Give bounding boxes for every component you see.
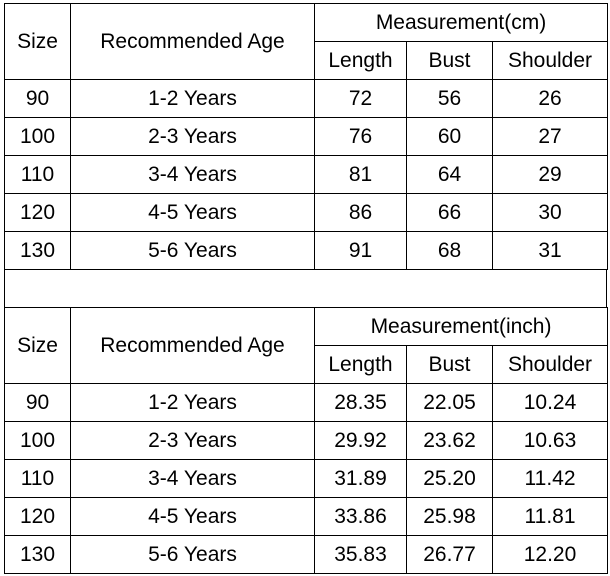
- data-cell: 25.98: [406, 497, 493, 536]
- data-row: 110 3-4 Years 31.89 25.20 11.42: [4, 459, 609, 498]
- data-cell: 66: [406, 193, 493, 232]
- data-cell: 4-5 Years: [70, 193, 315, 232]
- data-cell: 11.81: [491, 497, 609, 536]
- data-cell: 5-6 Years: [70, 535, 315, 574]
- data-cell: 27: [492, 117, 608, 156]
- data-cell: 60: [406, 117, 493, 156]
- data-cell: 81: [314, 155, 407, 194]
- data-cell: 72: [314, 79, 407, 118]
- data-cell: 30: [492, 193, 608, 232]
- data-row: 110 3-4 Years 81 64 29: [4, 155, 608, 194]
- data-cell: 100: [4, 421, 71, 460]
- header-cell: Bust: [406, 345, 493, 384]
- size-table: Size Recommended Age Measurement(inch) Leng…: [4, 307, 609, 574]
- data-cell: 12.20: [491, 535, 609, 574]
- data-cell: 2-3 Years: [70, 117, 315, 156]
- data-cell: 2-3 Years: [70, 421, 315, 460]
- data-row: 130 5-6 Years 91 68 31: [4, 231, 608, 270]
- header-row: Length Bust Shoulder: [5, 345, 609, 384]
- data-cell: 3-4 Years: [70, 155, 315, 194]
- data-row: 100 2-3 Years 29.92 23.62 10.63: [4, 421, 609, 460]
- data-cell: 130: [4, 535, 71, 574]
- data-cell: 5-6 Years: [70, 231, 315, 270]
- header-cell: Size: [4, 307, 71, 384]
- header-cell: Shoulder: [492, 41, 608, 80]
- data-cell: 10.63: [491, 421, 609, 460]
- data-cell: 11.42: [491, 459, 609, 498]
- data-cell: 29.92: [314, 421, 407, 460]
- data-cell: 10.24: [491, 383, 609, 422]
- header-cell: Length: [314, 345, 407, 384]
- data-cell: 100: [4, 117, 71, 156]
- data-row: 90 1-2 Years 72 56 26: [4, 79, 608, 118]
- data-cell: 76: [314, 117, 407, 156]
- data-cell: 110: [4, 459, 71, 498]
- header-row: Length Bust Shoulder: [5, 41, 608, 80]
- data-cell: 35.83: [314, 535, 407, 574]
- data-cell: 29: [492, 155, 608, 194]
- data-cell: 68: [406, 231, 493, 270]
- header-row: Size Recommended Age Measurement(inch): [4, 307, 609, 384]
- data-cell: 120: [4, 193, 71, 232]
- header-cell: Length: [314, 41, 407, 80]
- data-cell: 1-2 Years: [70, 383, 315, 422]
- header-row: Size Recommended Age Measurement(cm): [4, 3, 608, 80]
- data-cell: 86: [314, 193, 407, 232]
- header-cell: Recommended Age: [70, 3, 315, 80]
- data-cell: 31.89: [314, 459, 407, 498]
- header-cell: Measurement(cm): [314, 3, 608, 42]
- data-row: 100 2-3 Years 76 60 27: [4, 117, 608, 156]
- data-cell: 22.05: [406, 383, 493, 422]
- table-gap: [4, 270, 607, 307]
- header-cell: Shoulder: [491, 345, 609, 384]
- data-cell: 23.62: [406, 421, 493, 460]
- header-cell: Size: [4, 3, 71, 80]
- data-cell: 26: [492, 79, 608, 118]
- data-row: 120 4-5 Years 86 66 30: [4, 193, 608, 232]
- data-cell: 33.86: [314, 497, 407, 536]
- header-cell: Bust: [406, 41, 493, 80]
- data-row: 130 5-6 Years 35.83 26.77 12.20: [4, 535, 609, 574]
- data-cell: 25.20: [406, 459, 493, 498]
- data-row: 90 1-2 Years 28.35 22.05 10.24: [4, 383, 609, 422]
- data-cell: 90: [4, 383, 71, 422]
- data-row: 120 4-5 Years 33.86 25.98 11.81: [4, 497, 609, 536]
- data-cell: 91: [314, 231, 407, 270]
- data-cell: 130: [4, 231, 71, 270]
- data-cell: 4-5 Years: [70, 497, 315, 536]
- data-cell: 31: [492, 231, 608, 270]
- data-cell: 3-4 Years: [70, 459, 315, 498]
- data-cell: 56: [406, 79, 493, 118]
- size-table: Size Recommended Age Measurement(cm) Length…: [4, 3, 608, 270]
- data-cell: 1-2 Years: [70, 79, 315, 118]
- size-chart: Size Recommended Age Measurement(cm) Length…: [4, 3, 609, 574]
- data-cell: 110: [4, 155, 71, 194]
- data-cell: 90: [4, 79, 71, 118]
- data-cell: 26.77: [406, 535, 493, 574]
- data-cell: 64: [406, 155, 493, 194]
- header-cell: Measurement(inch): [313, 307, 609, 346]
- data-cell: 120: [4, 497, 71, 536]
- data-cell: 28.35: [314, 383, 407, 422]
- header-cell: Recommended Age: [70, 307, 315, 384]
